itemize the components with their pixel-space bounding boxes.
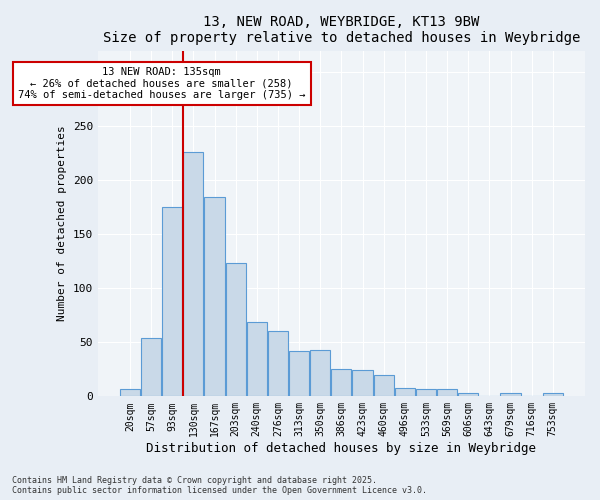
Bar	[289, 351, 309, 397]
Bar	[437, 389, 457, 396]
Bar	[543, 393, 563, 396]
Bar	[184, 152, 203, 396]
Bar	[226, 264, 246, 396]
Bar	[374, 374, 394, 396]
Bar	[331, 370, 352, 396]
Bar	[416, 389, 436, 396]
Text: Contains HM Land Registry data © Crown copyright and database right 2025.
Contai: Contains HM Land Registry data © Crown c…	[12, 476, 427, 495]
Bar	[268, 332, 288, 396]
X-axis label: Distribution of detached houses by size in Weybridge: Distribution of detached houses by size …	[146, 442, 536, 455]
Bar	[395, 388, 415, 396]
Y-axis label: Number of detached properties: Number of detached properties	[57, 126, 67, 322]
Title: 13, NEW ROAD, WEYBRIDGE, KT13 9BW
Size of property relative to detached houses i: 13, NEW ROAD, WEYBRIDGE, KT13 9BW Size o…	[103, 15, 580, 45]
Text: 13 NEW ROAD: 135sqm
← 26% of detached houses are smaller (258)
74% of semi-detac: 13 NEW ROAD: 135sqm ← 26% of detached ho…	[18, 66, 305, 100]
Bar	[458, 393, 478, 396]
Bar	[500, 393, 521, 396]
Bar	[247, 322, 267, 396]
Bar	[205, 198, 224, 396]
Bar	[120, 389, 140, 396]
Bar	[310, 350, 330, 397]
Bar	[162, 207, 182, 396]
Bar	[141, 338, 161, 396]
Bar	[352, 370, 373, 396]
